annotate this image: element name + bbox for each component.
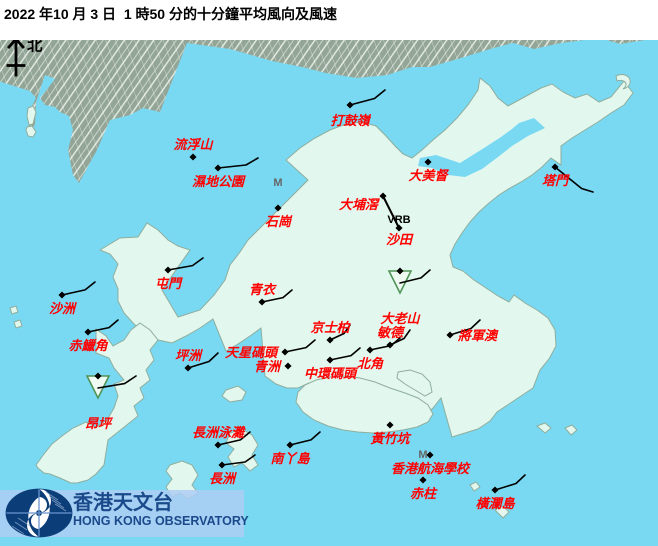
svg-text:濕地公園: 濕地公園	[192, 174, 246, 189]
svg-text:青衣: 青衣	[249, 282, 277, 297]
svg-text:打鼓嶺: 打鼓嶺	[330, 113, 371, 128]
svg-text:黃竹坑: 黃竹坑	[369, 431, 411, 446]
svg-text:北: 北	[27, 40, 43, 54]
svg-text:HONG KONG OBSERVATORY: HONG KONG OBSERVATORY	[73, 514, 249, 528]
svg-text:大埔滘: 大埔滘	[339, 197, 380, 212]
svg-text:赤鱲角: 赤鱲角	[68, 338, 108, 353]
svg-text:香港航海學校: 香港航海學校	[391, 461, 471, 476]
svg-text:沙田: 沙田	[386, 232, 414, 247]
svg-text:長洲: 長洲	[209, 471, 237, 486]
svg-text:北角: 北角	[357, 356, 384, 371]
svg-text:大美督: 大美督	[408, 168, 449, 183]
svg-text:昂坪: 昂坪	[85, 416, 114, 431]
svg-text:屯門: 屯門	[155, 276, 183, 291]
svg-text:橫瀾島: 橫瀾島	[475, 496, 515, 511]
svg-text:塔門: 塔門	[542, 173, 570, 188]
svg-text:流浮山: 流浮山	[173, 137, 214, 152]
svg-text:赤柱: 赤柱	[410, 486, 438, 501]
svg-text:大老山: 大老山	[380, 311, 421, 326]
svg-text:M: M	[273, 177, 282, 189]
svg-text:M: M	[418, 449, 427, 461]
svg-text:京士柏: 京士柏	[310, 320, 351, 335]
svg-text:天星碼頭: 天星碼頭	[225, 345, 280, 360]
svg-text:沙洲: 沙洲	[49, 301, 77, 316]
svg-text:南丫島: 南丫島	[270, 451, 310, 466]
svg-text:石崗: 石崗	[265, 214, 293, 229]
svg-text:中環碼頭: 中環碼頭	[304, 366, 359, 381]
svg-text:將軍澳: 將軍澳	[457, 328, 499, 343]
svg-text:長洲泳灘: 長洲泳灘	[192, 425, 246, 440]
svg-text:青洲: 青洲	[254, 359, 282, 374]
svg-text:VRB: VRB	[387, 214, 410, 226]
svg-text:敏德: 敏德	[377, 325, 406, 340]
svg-text:香港天文台: 香港天文台	[73, 490, 173, 514]
svg-text:坪洲: 坪洲	[175, 348, 203, 363]
